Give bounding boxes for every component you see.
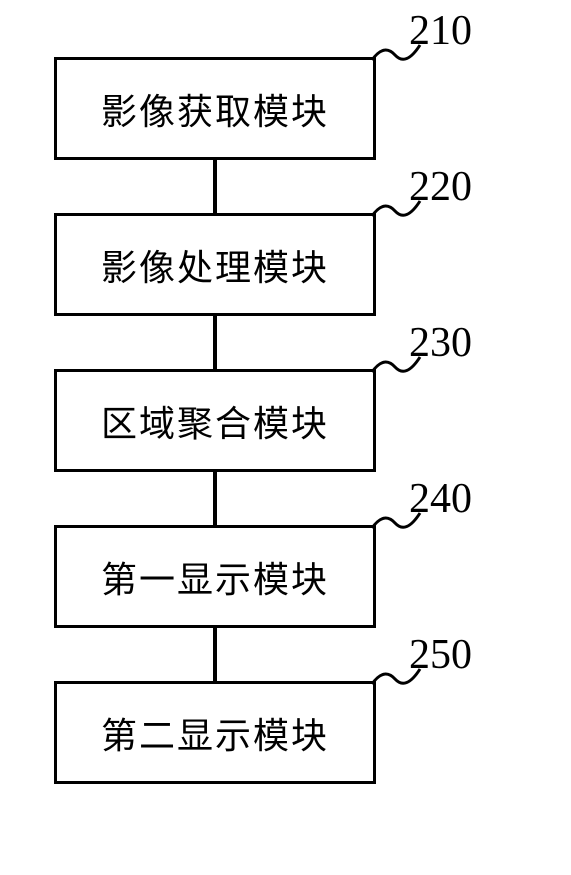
node-label: 第一显示模块: [101, 551, 329, 603]
node-region-aggregation: 区域聚合模块: [54, 369, 376, 472]
node-image-acquisition: 影像获取模块: [54, 57, 376, 160]
node-label: 影像处理模块: [101, 239, 329, 291]
node-label: 区域聚合模块: [101, 395, 329, 447]
node-label: 第二显示模块: [101, 707, 329, 759]
squiggle-icon: [370, 37, 425, 69]
squiggle-icon: [370, 349, 425, 381]
node-wrap-3: 230 区域聚合模块: [54, 369, 514, 472]
node-wrap-2: 220 影像处理模块: [54, 213, 514, 316]
flowchart-diagram: 210 影像获取模块 220 影像处理模块 230 区域聚合模块 240: [54, 57, 514, 784]
node-wrap-1: 210 影像获取模块: [54, 57, 514, 160]
node-first-display: 第一显示模块: [54, 525, 376, 628]
node-label: 影像获取模块: [101, 83, 329, 135]
connector-2-3: [213, 316, 217, 369]
node-wrap-5: 250 第二显示模块: [54, 681, 514, 784]
node-image-processing: 影像处理模块: [54, 213, 376, 316]
squiggle-icon: [370, 661, 425, 693]
squiggle-icon: [370, 505, 425, 537]
connector-3-4: [213, 472, 217, 525]
connector-1-2: [213, 160, 217, 213]
node-second-display: 第二显示模块: [54, 681, 376, 784]
connector-4-5: [213, 628, 217, 681]
squiggle-icon: [370, 193, 425, 225]
node-wrap-4: 240 第一显示模块: [54, 525, 514, 628]
